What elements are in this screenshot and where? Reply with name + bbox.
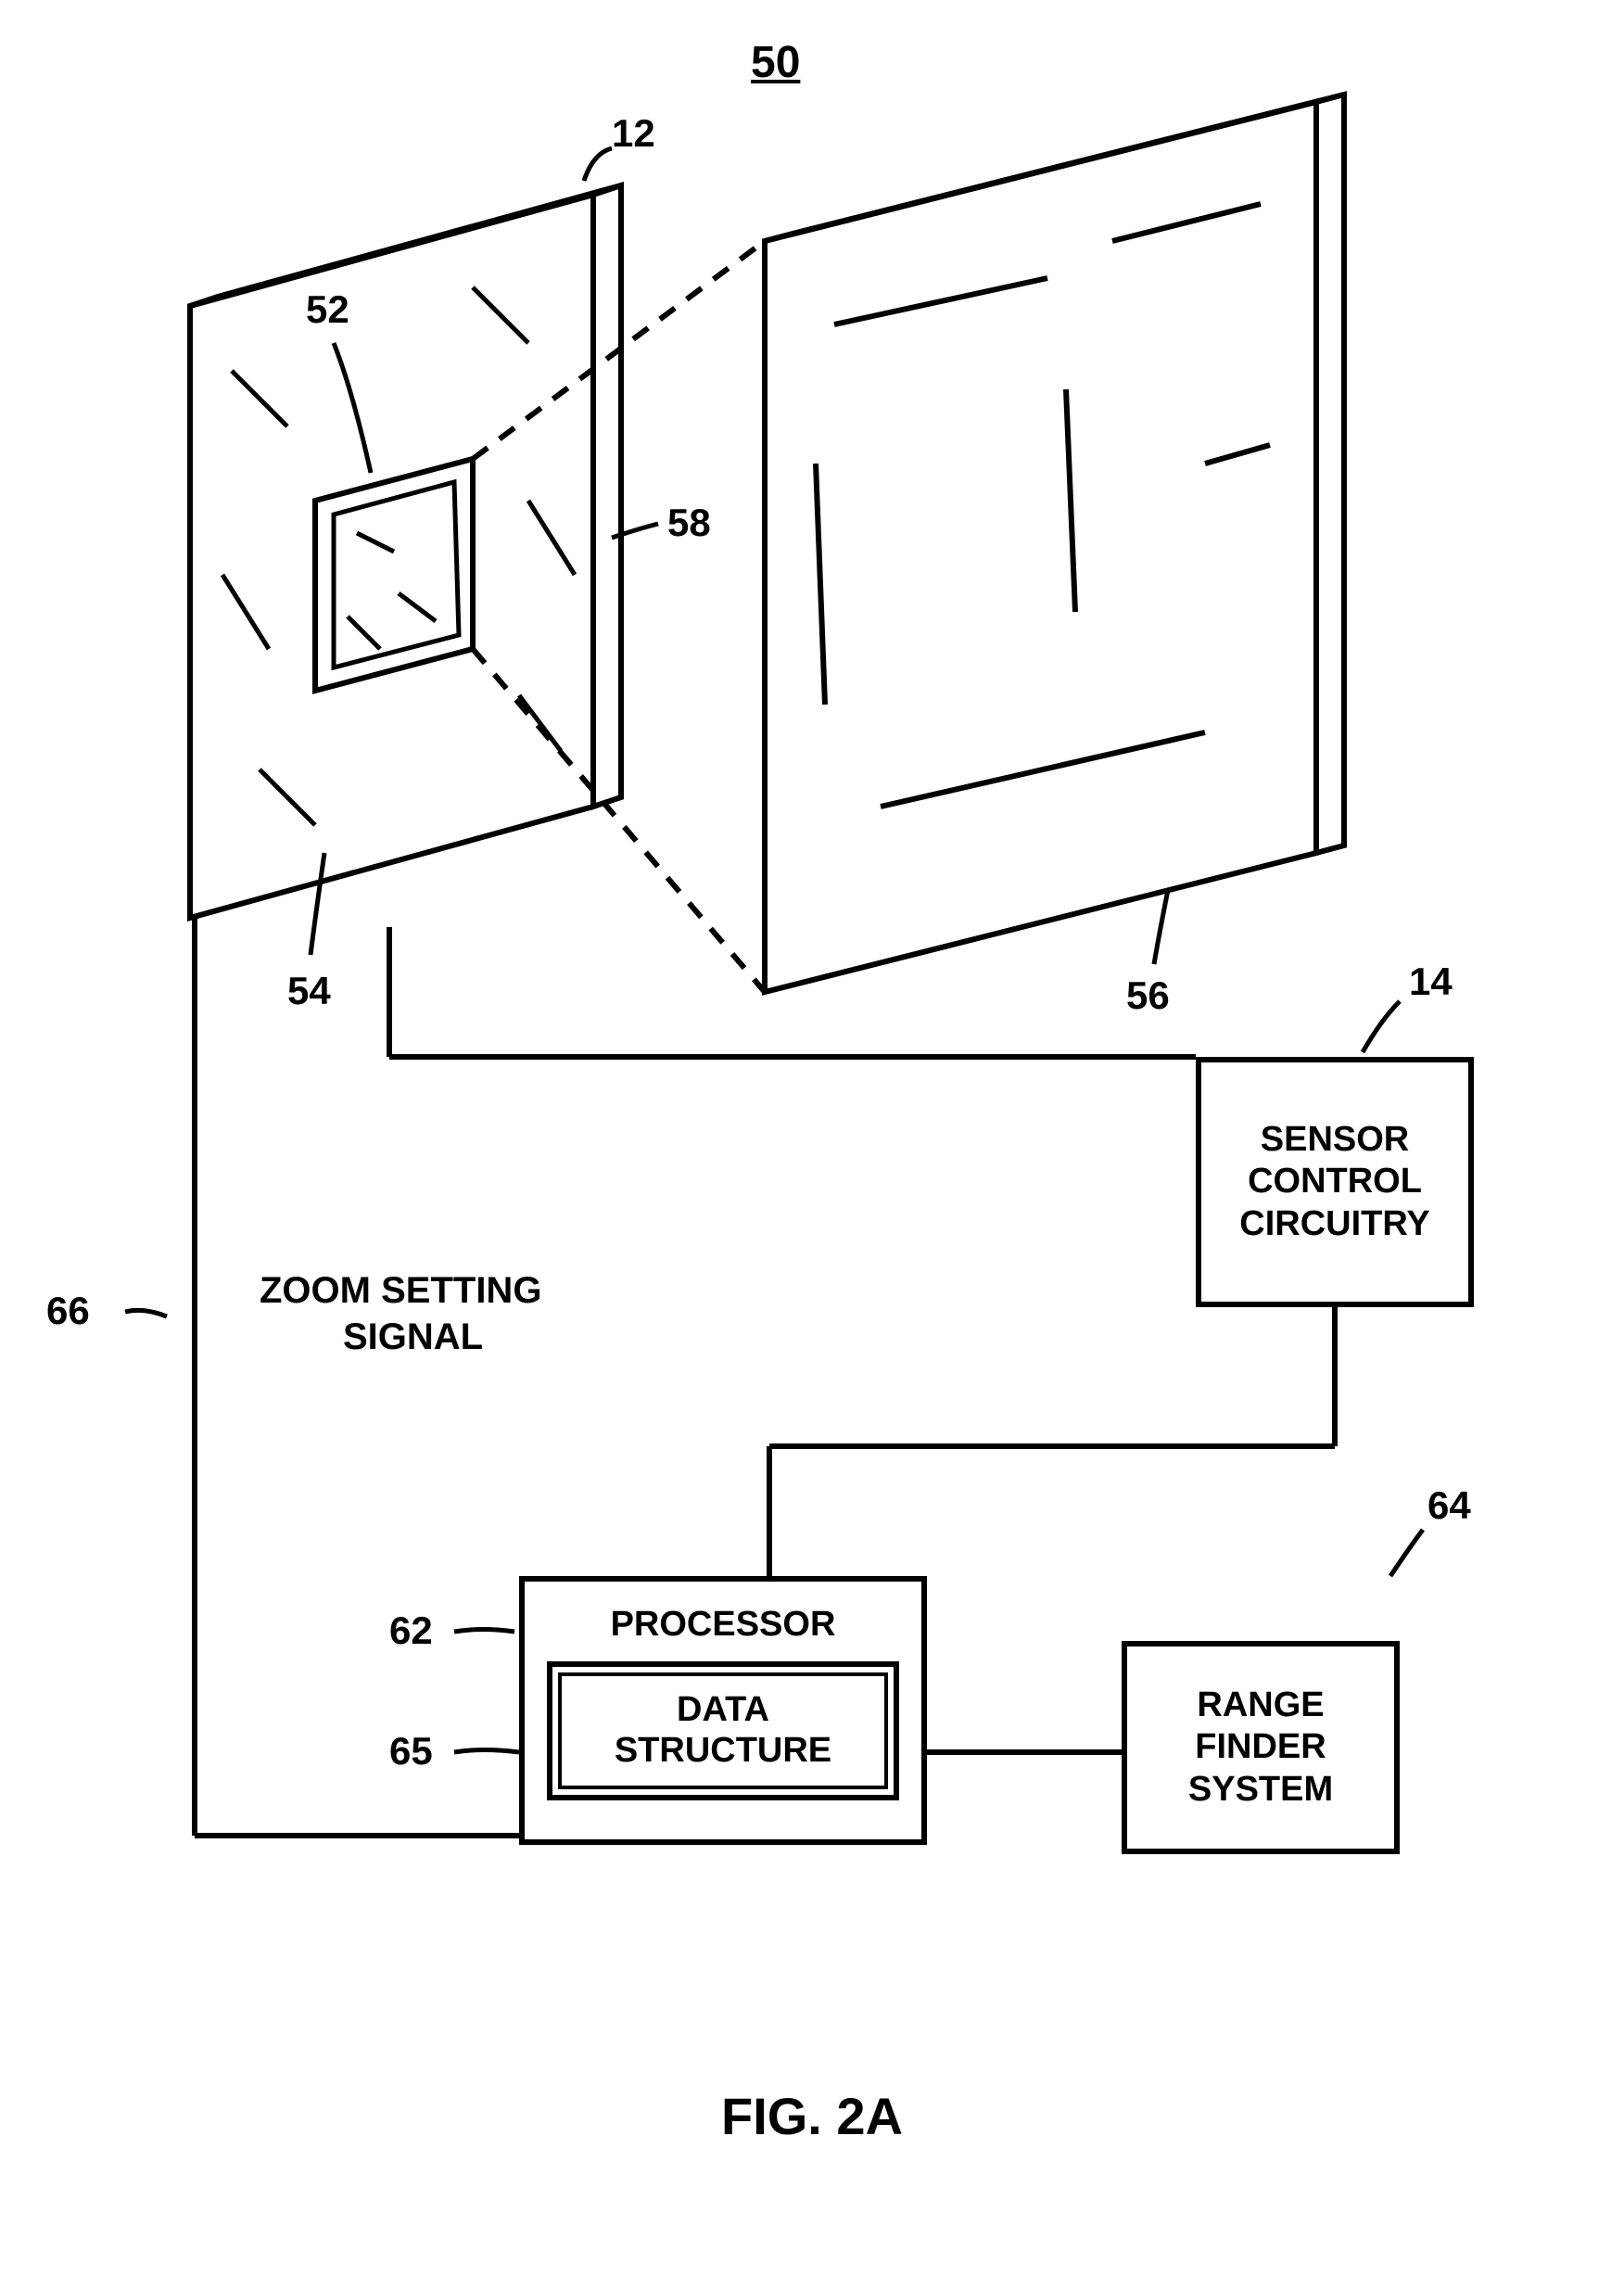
sensor-line3: CIRCUITRY (1239, 1203, 1429, 1246)
ref-64: 64 (1427, 1483, 1471, 1528)
range-line3: SYSTEM (1188, 1769, 1333, 1812)
ref-66: 66 (46, 1289, 90, 1333)
ref-14: 14 (1409, 960, 1453, 1004)
ref-52: 52 (306, 287, 349, 332)
data-structure-block: DATA STRUCTURE (547, 1661, 899, 1800)
processor-label: PROCESSOR (611, 1605, 836, 1645)
range-finder-block: RANGE FINDER SYSTEM (1122, 1641, 1400, 1854)
figure-ref-50: 50 (751, 37, 800, 88)
zoom-setting-label-1: ZOOM SETTING (260, 1270, 541, 1312)
range-line2: FINDER (1195, 1726, 1326, 1769)
diagram-canvas: 50 12 52 58 54 56 14 66 62 65 64 ZOOM SE… (0, 0, 1624, 2276)
processor-block: PROCESSOR DATA STRUCTURE (519, 1576, 927, 1845)
sensor-line2: CONTROL (1248, 1161, 1422, 1203)
ref-12: 12 (612, 111, 655, 156)
ref-62: 62 (389, 1608, 433, 1653)
data-line2: STRUCTURE (615, 1731, 831, 1772)
ref-65: 65 (389, 1729, 433, 1774)
sensor-line1: SENSOR (1261, 1119, 1409, 1162)
data-line1: DATA (677, 1690, 769, 1731)
sensor-control-block: SENSOR CONTROL CIRCUITRY (1196, 1057, 1474, 1307)
zoom-setting-label-2: SIGNAL (343, 1316, 483, 1358)
ref-58: 58 (667, 501, 711, 545)
ref-54: 54 (287, 969, 331, 1013)
ref-56: 56 (1126, 973, 1170, 1018)
range-line1: RANGE (1197, 1685, 1324, 1727)
figure-caption: FIG. 2A (0, 2086, 1624, 2146)
